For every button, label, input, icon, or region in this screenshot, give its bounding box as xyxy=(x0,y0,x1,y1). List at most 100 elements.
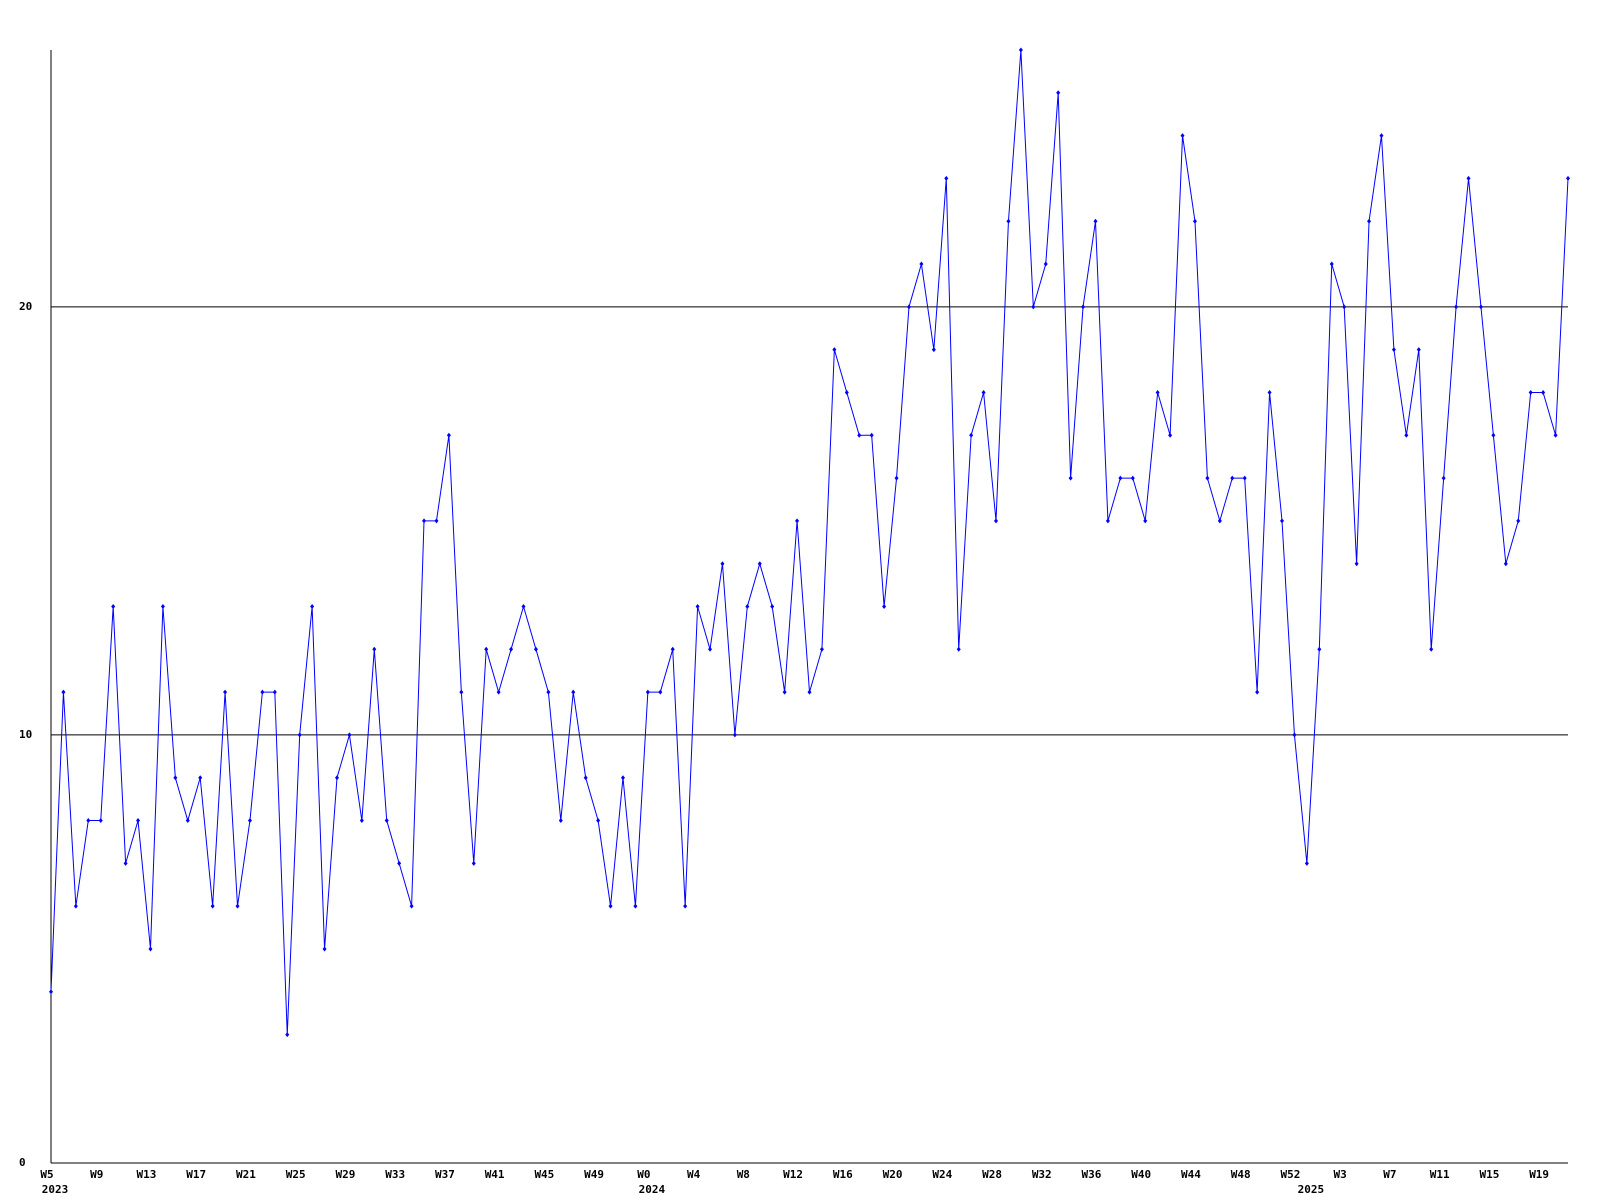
point-marker xyxy=(123,860,128,866)
point-marker xyxy=(496,689,501,695)
point-marker xyxy=(1267,389,1272,395)
point-marker xyxy=(1205,475,1210,481)
x-tick-label: W21 xyxy=(236,1168,256,1181)
x-tick-label: W28 xyxy=(982,1168,1002,1181)
point-marker xyxy=(832,347,837,353)
point-marker xyxy=(1304,860,1309,866)
point-marker xyxy=(645,689,650,695)
point-marker xyxy=(1168,432,1173,438)
point-marker xyxy=(1391,347,1396,353)
x-tick-label: W52 xyxy=(1281,1168,1301,1181)
point-marker xyxy=(620,775,625,781)
point-marker xyxy=(1155,389,1160,395)
line xyxy=(50,49,1569,1035)
point-marker xyxy=(708,646,713,652)
point-marker xyxy=(459,689,464,695)
point-marker xyxy=(732,732,737,738)
point-marker xyxy=(683,903,688,909)
point-marker xyxy=(1031,304,1036,310)
point-marker xyxy=(807,689,812,695)
point-marker xyxy=(136,818,141,824)
point-marker xyxy=(1528,389,1533,395)
point-marker xyxy=(882,604,887,609)
point-marker xyxy=(1466,175,1471,181)
point-marker xyxy=(633,903,638,909)
point-marker xyxy=(956,646,961,652)
x-tick-label: W25 xyxy=(286,1168,306,1181)
point-marker xyxy=(1180,133,1185,139)
x-tick-label: W5 xyxy=(40,1168,53,1181)
x-tick-label: W3 xyxy=(1334,1168,1347,1181)
y-tick-label: 0 xyxy=(19,1156,26,1169)
x-tick-label: W0 xyxy=(637,1168,650,1181)
x-tick-label: W15 xyxy=(1479,1168,1499,1181)
point-marker xyxy=(1416,347,1421,353)
x-year-label: 2023 xyxy=(42,1183,69,1196)
point-marker xyxy=(111,604,116,609)
point-marker xyxy=(1317,646,1322,652)
y-tick-label: 20 xyxy=(19,300,32,313)
point-marker xyxy=(98,818,103,824)
point-marker xyxy=(1478,304,1483,310)
point-marker xyxy=(695,604,700,609)
x-tick-label: W48 xyxy=(1231,1168,1251,1181)
point-marker xyxy=(1192,218,1197,224)
point-marker xyxy=(73,903,78,909)
point-marker xyxy=(372,646,377,652)
x-tick-label: W32 xyxy=(1032,1168,1052,1181)
point-marker xyxy=(471,860,476,866)
point-marker xyxy=(422,518,427,524)
point-marker xyxy=(757,561,762,567)
point-marker xyxy=(247,818,252,824)
point-marker xyxy=(994,518,999,524)
point-marker xyxy=(1342,304,1347,310)
point-marker xyxy=(596,818,601,824)
x-tick-label: W19 xyxy=(1529,1168,1549,1181)
point-marker xyxy=(1081,304,1086,310)
point-marker xyxy=(1242,475,1247,481)
x-tick-label: W11 xyxy=(1430,1168,1450,1181)
point-marker xyxy=(1354,561,1359,567)
point-marker xyxy=(1093,218,1098,224)
point-marker xyxy=(1516,518,1521,524)
point-marker xyxy=(397,860,402,866)
x-tick-label: W33 xyxy=(385,1168,405,1181)
point-marker xyxy=(521,604,526,609)
point-marker xyxy=(1441,475,1446,481)
point-marker xyxy=(1105,518,1110,524)
point-marker xyxy=(1429,646,1434,652)
y-tick-label: 10 xyxy=(19,728,32,741)
point-marker xyxy=(1503,561,1508,567)
point-marker xyxy=(509,646,514,652)
x-tick-label: W20 xyxy=(883,1168,903,1181)
point-marker xyxy=(86,818,91,824)
point-marker xyxy=(185,818,190,824)
point-marker xyxy=(658,689,663,695)
point-marker xyxy=(844,389,849,395)
point-marker xyxy=(359,818,364,824)
point-marker xyxy=(583,775,588,781)
x-tick-label: W24 xyxy=(932,1168,952,1181)
point-marker xyxy=(558,818,563,824)
x-tick-label: W40 xyxy=(1131,1168,1151,1181)
point-marker xyxy=(1566,175,1570,181)
point-marker xyxy=(1043,261,1048,267)
x-tick-label: W41 xyxy=(485,1168,505,1181)
point-marker xyxy=(1056,90,1061,96)
x-tick-label: W36 xyxy=(1082,1168,1102,1181)
x-tick-label: W13 xyxy=(137,1168,157,1181)
point-marker xyxy=(1130,475,1135,481)
point-marker xyxy=(1255,689,1260,695)
point-marker xyxy=(720,561,725,567)
point-marker xyxy=(869,432,874,438)
point-marker xyxy=(782,689,787,695)
point-marker xyxy=(1454,304,1459,310)
x-tick-label: W12 xyxy=(783,1168,803,1181)
point-marker xyxy=(434,518,439,524)
point-marker xyxy=(1118,475,1123,481)
point-marker xyxy=(670,646,675,652)
point-marker xyxy=(1280,518,1285,524)
point-marker xyxy=(310,604,315,609)
point-marker xyxy=(347,732,352,738)
x-tick-label: W17 xyxy=(186,1168,206,1181)
